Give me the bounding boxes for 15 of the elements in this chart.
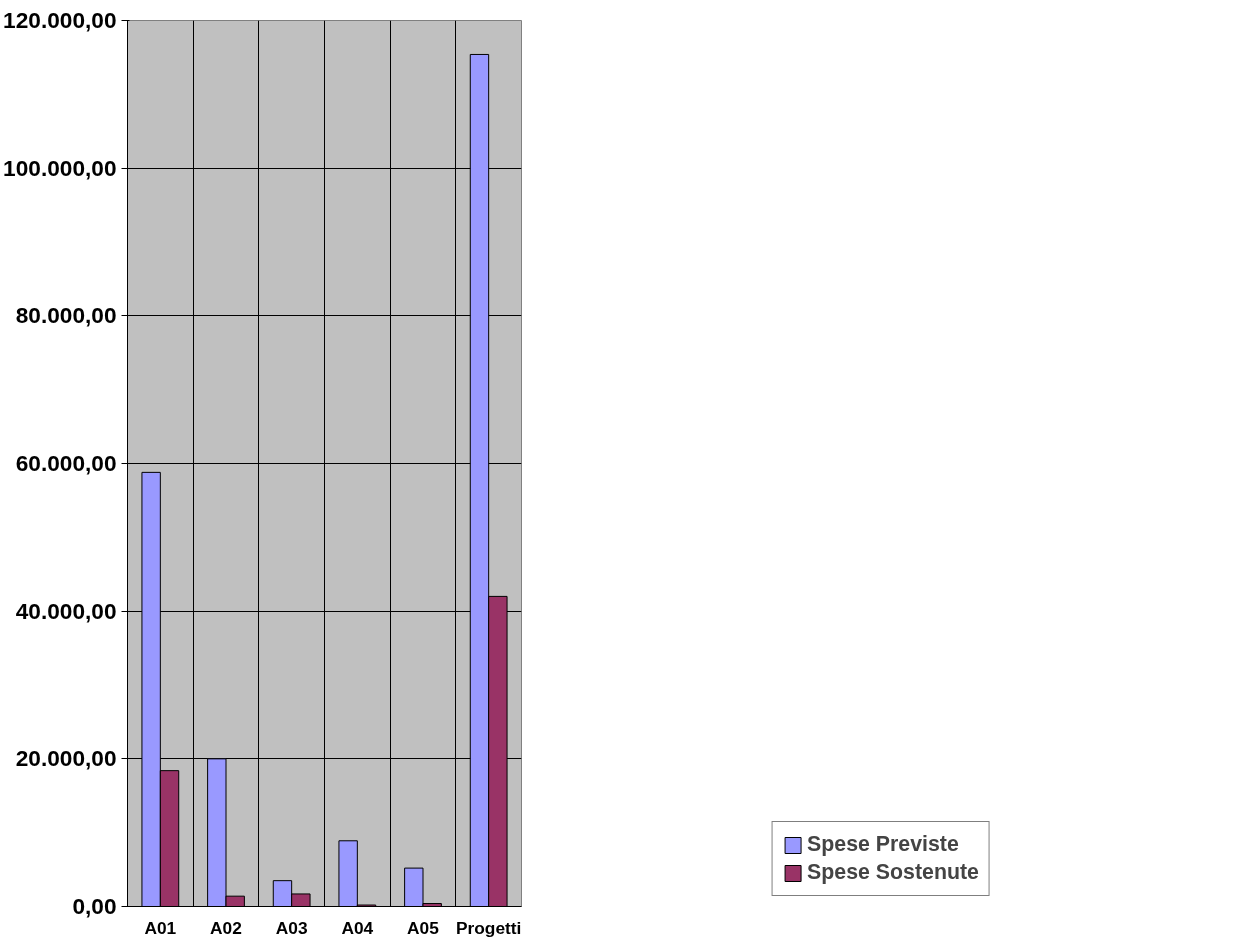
y-tick-label: 20.000,00 [15,745,117,772]
y-tick-label: 100.000,00 [3,154,117,181]
y-tick-label: 60.000,00 [15,450,117,476]
x-tick-label: A03 [275,917,308,938]
x-tick-label: A05 [407,917,440,938]
x-tick-label: Progetti [455,917,522,938]
x-tick-label: A01 [144,917,177,938]
y-tick-label: 80.000,00 [15,302,117,329]
x-tick-label: A02 [210,917,242,938]
y-tick-label: 120.000,00 [3,7,117,33]
legend-label: Spese Previste [807,832,959,857]
x-tick-label: A04 [341,917,374,938]
y-tick-label: 0,00 [72,893,117,919]
legend-label: Spese Sostenute [807,860,979,885]
y-tick-label: 40.000,00 [15,597,117,624]
